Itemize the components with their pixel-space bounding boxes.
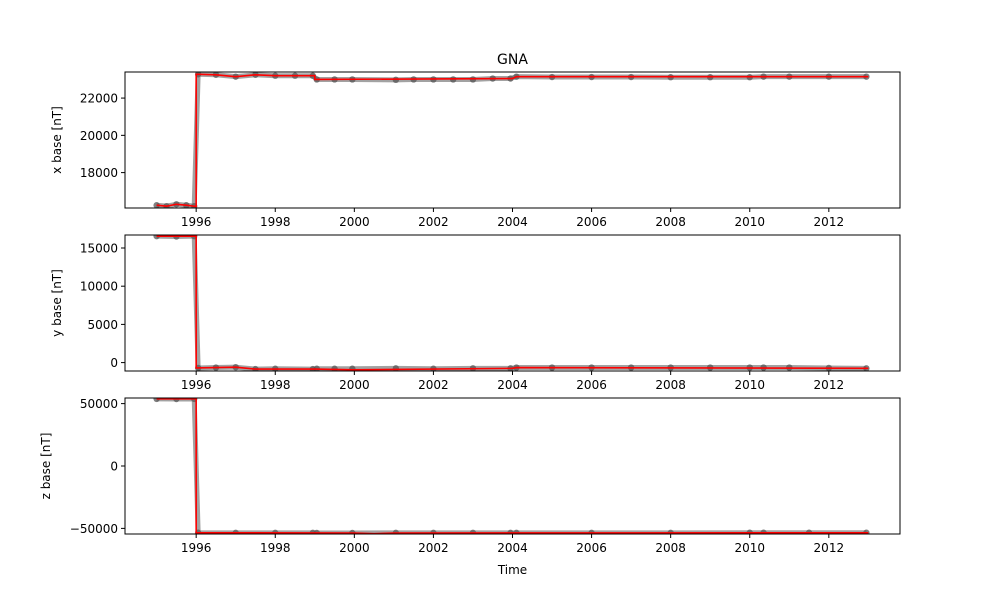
- x-tick-label-y-base-2010: 2010: [734, 378, 765, 392]
- fit-line-z-base: [156, 398, 869, 534]
- x-tick-label-z-base-2006: 2006: [576, 541, 607, 555]
- x-tick-label-y-base-2000: 2000: [339, 378, 370, 392]
- x-tick-label-z-base-1998: 1998: [260, 541, 291, 555]
- x-tick-label-y-base-2002: 2002: [418, 378, 449, 392]
- y-tick-label-x-base-0: 18000: [80, 166, 118, 180]
- observations-band-x-base: [156, 72, 867, 208]
- x-axis-label: Time: [497, 563, 527, 577]
- x-tick-label-y-base-1998: 1998: [260, 378, 291, 392]
- fit-line-x-base: [156, 73, 869, 208]
- plot-area-y-base: [153, 235, 870, 371]
- series-group-x-base: [153, 72, 870, 208]
- ticks-x-base: 1996 1998 2000 2002 2004 2006 2008 2010 2012 1800…: [80, 92, 844, 229]
- y-tick-label-z-base-2: 50000: [80, 397, 118, 411]
- panel-y-base: 1996 1998 2000 2002 2004 2006 2008 2010 2012 0 500…: [50, 234, 901, 392]
- x-tick-label-z-base-2002: 2002: [418, 541, 449, 555]
- y-tick-label-x-base-2: 22000: [80, 92, 118, 106]
- fit-line-y-base: [156, 235, 869, 371]
- x-tick-label-x-base-2010: 2010: [734, 215, 765, 229]
- y-tick-label-y-base-3: 15000: [80, 241, 118, 255]
- y-tick-label-y-base-2: 10000: [80, 280, 118, 294]
- y-tick-label-y-base-0: 0: [110, 356, 118, 370]
- ticks-y-base: 1996 1998 2000 2002 2004 2006 2008 2010 2012 0 500…: [80, 241, 844, 392]
- x-tick-label-x-base-2006: 2006: [576, 215, 607, 229]
- y-axis-label-y-base: y base [nT]: [50, 269, 64, 337]
- y-tick-label-x-base-1: 20000: [80, 129, 118, 143]
- plot-area-z-base: [153, 398, 870, 534]
- x-tick-label-z-base-2010: 2010: [734, 541, 765, 555]
- x-tick-label-y-base-2012: 2012: [814, 378, 845, 392]
- x-tick-label-x-base-2000: 2000: [339, 215, 370, 229]
- x-tick-label-z-base-2000: 2000: [339, 541, 370, 555]
- x-tick-label-z-base-1996: 1996: [181, 541, 212, 555]
- x-tick-label-z-base-2008: 2008: [655, 541, 686, 555]
- x-tick-label-x-base-2012: 2012: [814, 215, 845, 229]
- x-tick-label-x-base-2004: 2004: [497, 215, 528, 229]
- series-group-z-base: [153, 398, 870, 534]
- x-tick-label-y-base-1996: 1996: [181, 378, 212, 392]
- x-tick-label-x-base-2008: 2008: [655, 215, 686, 229]
- y-axis-label-z-base: z base [nT]: [39, 433, 53, 500]
- ticks-z-base: 1996 1998 2000 2002 2004 2006 2008 2010 2012 −500…: [70, 397, 844, 555]
- x-tick-label-x-base-1998: 1998: [260, 215, 291, 229]
- observations-band-y-base: [156, 235, 867, 371]
- series-group-y-base: [153, 235, 870, 371]
- y-tick-label-z-base-0: −50000: [70, 522, 118, 536]
- x-tick-label-y-base-2008: 2008: [655, 378, 686, 392]
- x-tick-label-y-base-2004: 2004: [497, 378, 528, 392]
- panel-x-base: 1996 1998 2000 2002 2004 2006 2008 2010 2012 1800…: [50, 71, 901, 229]
- y-tick-label-y-base-1: 5000: [87, 318, 118, 332]
- x-tick-label-z-base-2004: 2004: [497, 541, 528, 555]
- x-tick-label-y-base-2006: 2006: [576, 378, 607, 392]
- axes-frame-y-base: [124, 234, 901, 372]
- y-axis-label-x-base: x base [nT]: [50, 106, 64, 174]
- axes-frame-x-base: [124, 71, 901, 209]
- observations-band-z-base: [156, 398, 867, 534]
- y-tick-label-z-base-1: 0: [110, 460, 118, 474]
- chart-title: GNA: [497, 52, 528, 68]
- panel-z-base: 1996 1998 2000 2002 2004 2006 2008 2010 2012 −500…: [39, 397, 901, 555]
- plot-area-x-base: [153, 72, 870, 208]
- x-tick-label-x-base-2002: 2002: [418, 215, 449, 229]
- x-tick-label-x-base-1996: 1996: [181, 215, 212, 229]
- x-tick-label-z-base-2012: 2012: [814, 541, 845, 555]
- axes-frame-z-base: [124, 397, 901, 535]
